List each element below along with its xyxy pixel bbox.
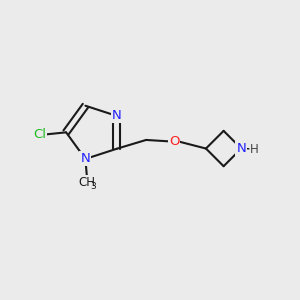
- Text: N: N: [236, 142, 246, 155]
- Text: N: N: [80, 152, 90, 165]
- Text: 3: 3: [91, 182, 96, 191]
- Text: N: N: [112, 110, 122, 122]
- Text: O: O: [169, 135, 179, 148]
- Text: H: H: [250, 142, 258, 156]
- Text: Cl: Cl: [33, 128, 46, 142]
- Text: CH: CH: [78, 176, 95, 189]
